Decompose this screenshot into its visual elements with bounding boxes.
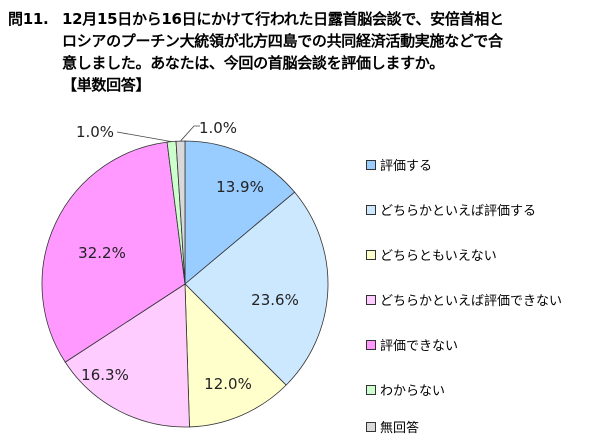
- legend-swatch: [366, 204, 376, 215]
- question-number: 問11.: [8, 10, 49, 28]
- legend-label: どちらかといえば評価できない: [380, 294, 563, 309]
- leader-line-6: [180, 125, 200, 142]
- data-label-2: 12.0%: [204, 375, 252, 393]
- legend-item-2: どちらともいえない: [366, 245, 497, 264]
- question-line-2: ロシアのプーチン大統領が北方四島での共同経済活動実施などで合: [62, 32, 503, 50]
- legend-item-4: 評価できない: [366, 335, 458, 354]
- legend-item-3: どちらかといえば評価できない: [366, 290, 562, 309]
- legend-item-5: わからない: [366, 380, 445, 399]
- legend-item-1: どちらかといえば評価する: [366, 200, 536, 219]
- legend-label: 無回答: [380, 421, 420, 436]
- legend-swatch: [366, 339, 376, 350]
- data-label-6: 1.0%: [199, 119, 237, 137]
- pie-slice-3: [64, 283, 190, 428]
- data-label-0: 13.9%: [216, 178, 264, 196]
- pie-slice-0: [184, 140, 296, 285]
- legend-swatch: [366, 159, 376, 170]
- data-label-3: 16.3%: [81, 366, 129, 384]
- data-label-5: 1.0%: [76, 123, 114, 141]
- legend-label: どちらかといえば評価する: [380, 204, 537, 219]
- data-label-1: 23.6%: [251, 291, 299, 309]
- legend-label: わからない: [380, 384, 446, 399]
- legend-swatch: [366, 249, 376, 260]
- legend-label: 評価できない: [380, 339, 459, 354]
- leader-line-5: [116, 131, 172, 143]
- pie-slice-1: [184, 191, 329, 386]
- data-label-4: 32.2%: [78, 244, 126, 262]
- pie-slice-2: [184, 283, 287, 428]
- legend-swatch: [366, 294, 376, 305]
- question-note: 【単数回答】: [62, 76, 151, 94]
- question-line-3: 意しました。あなたは、今回の首脳会談を評価しますか。: [62, 54, 444, 72]
- pie-slice-4: [41, 141, 186, 363]
- legend-item-0: 評価する: [366, 155, 432, 174]
- legend-label: 評価する: [380, 159, 433, 174]
- legend-swatch: [366, 384, 376, 395]
- legend-swatch: [366, 421, 376, 432]
- legend-label: どちらともいえない: [380, 249, 497, 264]
- question-line-1: 12月15日から16日にかけて行われた日露首脳会談で、安倍首相と: [62, 10, 504, 28]
- legend-item-6: 無回答: [366, 417, 419, 436]
